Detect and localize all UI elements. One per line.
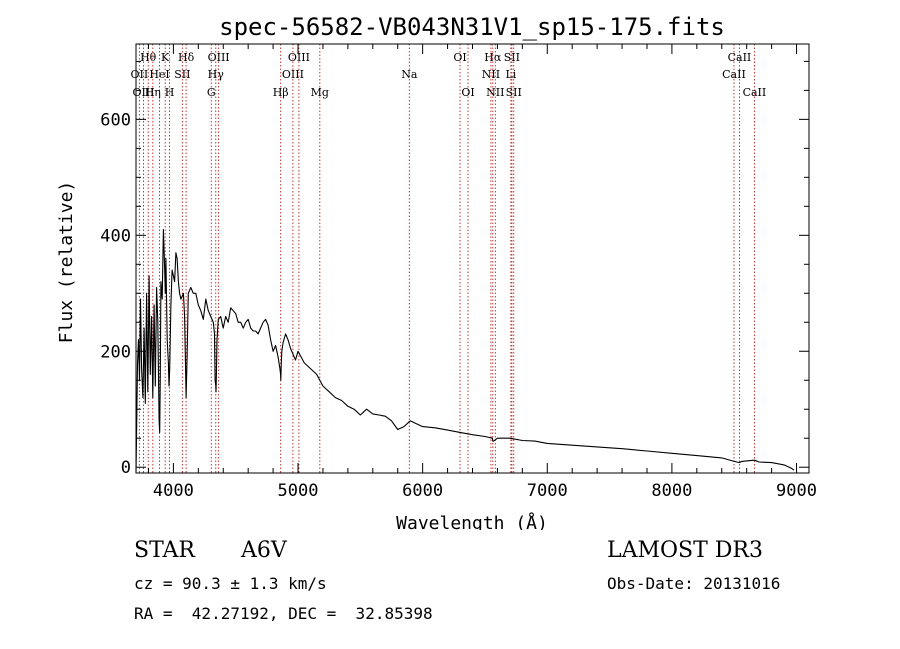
line-marker-label: Hγ [208,68,225,81]
line-marker-label: Na [401,68,418,81]
line-marker-label: OI [461,86,474,99]
line-marker-label: Hα [484,51,502,64]
y-tick-label: 400 [100,226,131,246]
line-marker-label: HeI [149,68,169,81]
line-marker-label: G [207,86,216,99]
y-tick-label: 0 [121,458,131,478]
emission-line-markers: Hθ OII OIII K HeI Hη H Hδ SII OIII Hγ G Hβ OIII OIII Mg… [131,44,767,473]
plot-frame [135,43,810,474]
x-tick-label: 8000 [651,481,692,501]
x-axis-label: Wavelength (Å) [396,512,548,530]
line-marker-label: OI [453,51,466,64]
line-marker-label: K [161,51,170,64]
line-marker-label: CaII [728,51,752,64]
line-marker-label: OIII [288,51,310,64]
x-tick-label: 9000 [776,481,817,501]
line-marker-label: CaII [722,68,746,81]
y-tick-label: 200 [100,342,131,362]
line-marker-label: Li [505,68,516,81]
sky-coordinates: RA = 42.27192, DEC = 32.85398 [134,604,433,623]
x-tick-label: 4000 [153,481,194,501]
survey-name: LAMOST DR3 [607,538,763,563]
line-marker-label: Mg [311,86,329,99]
line-marker-label: SII [504,51,520,64]
line-marker-label: Hδ [178,51,195,64]
line-marker-label: H [165,86,175,99]
object-class: STAR [134,538,195,563]
line-marker-label: OII [131,68,149,81]
line-marker-label: CaII [743,86,767,99]
axes: 4000 5000 6000 7000 8000 9000 0 200 400 600 [100,44,817,501]
line-marker-label: OIII [208,51,230,64]
line-marker-label: Hθ [140,51,157,64]
chart-title: spec-56582-VB043N31V1_sp15-175.fits [219,13,725,41]
spectral-subclass: A6V [241,538,287,563]
line-marker-label: SII [506,86,522,99]
y-tick-label: 600 [100,110,131,130]
line-marker-label: OIII [282,68,304,81]
line-marker-label: SII [174,68,190,81]
line-marker-label: Hβ [273,86,289,99]
line-marker-label: OIII [132,86,154,99]
line-marker-label: Hη [145,86,161,99]
observation-date: Obs-Date: 20131016 [607,574,781,593]
x-tick-label: 6000 [402,481,443,501]
line-marker-label: NII [482,68,500,81]
line-marker-label: NII [486,86,504,99]
redshift-value: cz = 90.3 ± 1.3 km/s [134,574,327,593]
spectrum-line [135,228,795,472]
y-axis-label: Flux (relative) [56,181,77,344]
spectrum-chart: spec-56582-VB043N31V1_sp15-175.fits Hθ OI… [56,13,817,530]
x-tick-label: 5000 [278,481,319,501]
x-tick-label: 7000 [527,481,568,501]
